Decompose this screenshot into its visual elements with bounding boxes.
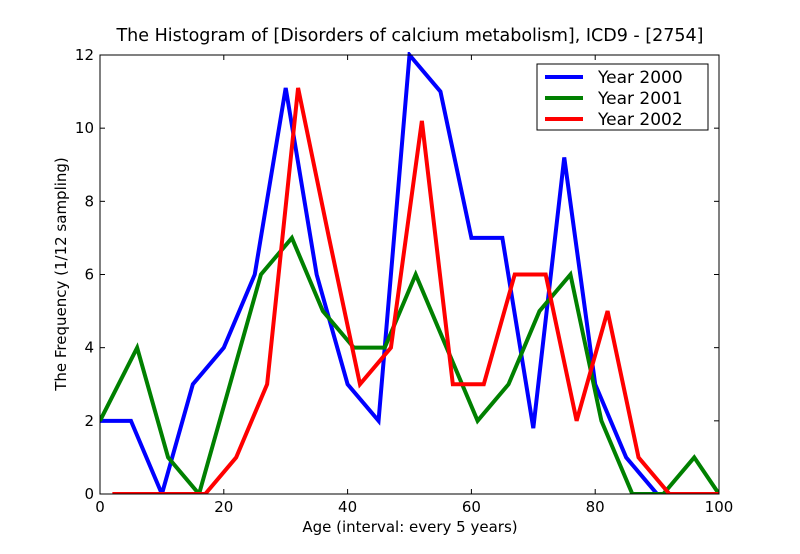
x-tick-label: 100 <box>705 498 734 516</box>
x-tick-label: 20 <box>214 498 233 516</box>
y-tick-label: 8 <box>84 192 94 210</box>
plot-frame <box>99 54 720 495</box>
y-tick-label: 0 <box>84 485 94 503</box>
x-axis-label: Age (interval: every 5 years) <box>302 518 517 536</box>
legend-label: Year 2001 <box>597 89 683 109</box>
x-tick-label: 80 <box>586 498 605 516</box>
y-tick-label: 6 <box>84 266 94 284</box>
x-tick-label: 40 <box>338 498 357 516</box>
legend-label: Year 2000 <box>597 68 683 88</box>
legend-label: Year 2002 <box>597 110 683 130</box>
x-tick-label: 60 <box>462 498 481 516</box>
series-line-year-2001 <box>100 234 719 494</box>
y-tick-label: 4 <box>84 339 94 357</box>
series-line-year-2002 <box>112 87 719 494</box>
y-tick-label: 10 <box>75 119 94 137</box>
y-axis-label: The Frequency (1/12 sampling) <box>52 157 70 392</box>
chart-title: The Histogram of [Disorders of calcium m… <box>115 26 703 46</box>
y-tick-label: 2 <box>84 412 94 430</box>
x-tick-label: 0 <box>95 498 105 516</box>
y-tick-label: 12 <box>75 46 94 64</box>
